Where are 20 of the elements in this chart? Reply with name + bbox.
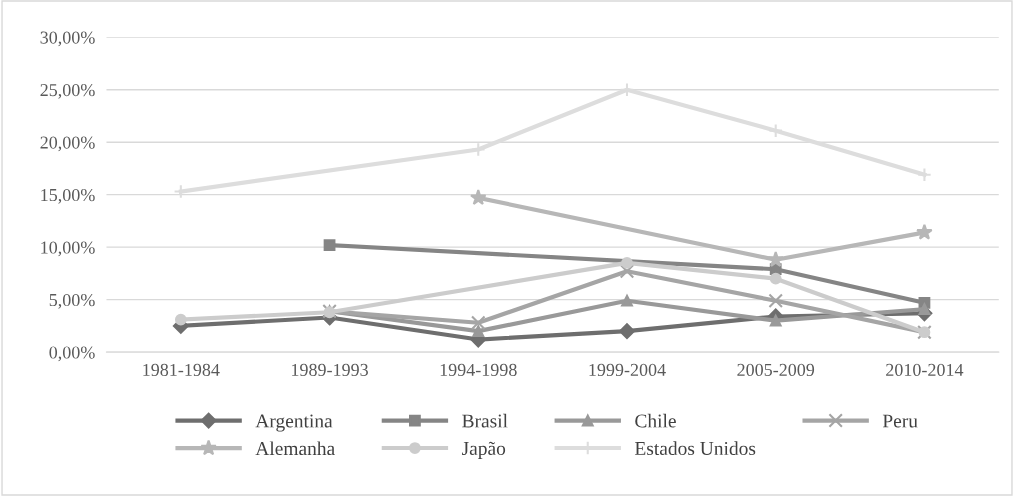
y-tick-label: 25,00% (40, 83, 95, 99)
x-tick-label: 1989-1993 (292, 363, 368, 376)
x-tick-label: 1994-1998 (440, 363, 517, 376)
x-tick-label: 1981-1984 (143, 363, 220, 376)
y-tick-label: 5,00% (49, 293, 95, 309)
legend-label: Alemanha (255, 441, 335, 456)
legend-label: Brasil (462, 413, 508, 428)
y-tick-label: 20,00% (40, 136, 95, 152)
y-tick-label: 10,00% (41, 241, 95, 257)
legend-label: Estados Unidos (634, 441, 756, 456)
y-tick-label: 0,00% (49, 346, 95, 362)
y-tick-label: 30,00% (40, 31, 95, 47)
legend-label: Argentina (255, 414, 333, 432)
x-tick-label: 2005-2009 (737, 363, 815, 376)
legend-label: Chile (635, 413, 676, 428)
y-tick-label: 15,00% (41, 188, 95, 204)
legend-label: Japão (461, 441, 506, 459)
legend-label: Peru (882, 414, 918, 428)
x-tick-label: 1999-2004 (589, 363, 666, 376)
x-tick-label: 2010-2014 (886, 363, 964, 376)
